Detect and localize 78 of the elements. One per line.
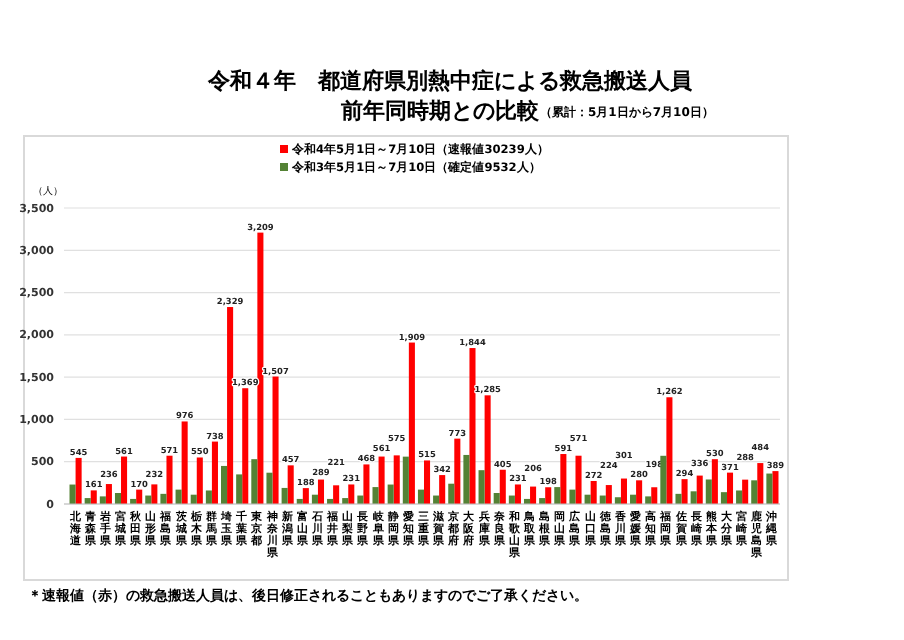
bar — [99, 496, 106, 504]
bar — [605, 485, 612, 504]
bar — [560, 454, 567, 504]
bar — [281, 487, 288, 504]
bar — [393, 455, 400, 504]
bar — [181, 421, 188, 504]
bar — [726, 472, 734, 504]
bar — [711, 459, 718, 504]
bar — [530, 486, 537, 504]
bar — [372, 487, 379, 504]
bar — [757, 463, 764, 504]
bar — [499, 469, 506, 504]
chart-subtitle: 前年同時期との比較 — [339, 98, 541, 124]
bar — [333, 485, 340, 504]
bar — [363, 464, 370, 504]
bar — [448, 483, 455, 504]
bar — [257, 232, 264, 504]
bar — [454, 438, 461, 504]
bar — [675, 493, 682, 504]
bar — [696, 475, 703, 504]
bar — [317, 479, 325, 504]
bar — [211, 441, 218, 504]
bar — [469, 348, 476, 504]
bar — [651, 487, 658, 504]
bar — [105, 484, 112, 504]
bar — [569, 489, 576, 504]
bar — [645, 496, 652, 504]
bar — [681, 479, 688, 504]
bar — [766, 473, 773, 504]
bar — [742, 479, 749, 504]
bar — [720, 492, 727, 504]
bar — [242, 388, 249, 504]
bar — [545, 487, 552, 504]
bar — [348, 484, 355, 504]
bar — [463, 454, 470, 504]
bar — [136, 489, 143, 504]
bar — [590, 481, 597, 504]
bar — [408, 342, 415, 504]
bar — [236, 474, 243, 504]
bar — [424, 460, 431, 504]
bar — [378, 456, 385, 504]
bar — [221, 465, 228, 504]
bar — [121, 456, 128, 504]
bar — [772, 471, 779, 504]
bar — [175, 489, 182, 504]
bar — [166, 455, 173, 504]
chart-title: 令和４年 都道府県別熱中症による救急搬送人員 — [206, 68, 694, 94]
bar — [266, 472, 273, 504]
bar — [196, 457, 203, 504]
bar — [151, 484, 158, 504]
bar — [272, 376, 279, 504]
bar — [514, 484, 521, 504]
bar — [75, 457, 82, 504]
bar — [636, 480, 643, 504]
bar — [90, 490, 97, 504]
bar — [493, 493, 500, 504]
bar — [484, 395, 491, 504]
bar — [69, 484, 76, 504]
bar — [205, 490, 212, 504]
bar — [736, 490, 743, 504]
bar — [620, 478, 627, 504]
bar — [751, 480, 758, 504]
bar — [478, 470, 485, 504]
bar — [690, 491, 697, 504]
bar — [575, 455, 582, 504]
bar — [251, 459, 258, 504]
bar — [666, 397, 673, 504]
bar — [287, 465, 294, 504]
bar — [660, 455, 667, 504]
bar — [417, 489, 424, 504]
bar — [554, 487, 561, 504]
bar — [402, 456, 409, 504]
bar — [439, 475, 446, 504]
bar — [302, 488, 309, 504]
bar — [227, 307, 234, 504]
bar — [705, 479, 712, 504]
bar — [387, 484, 394, 504]
bar — [114, 493, 122, 504]
